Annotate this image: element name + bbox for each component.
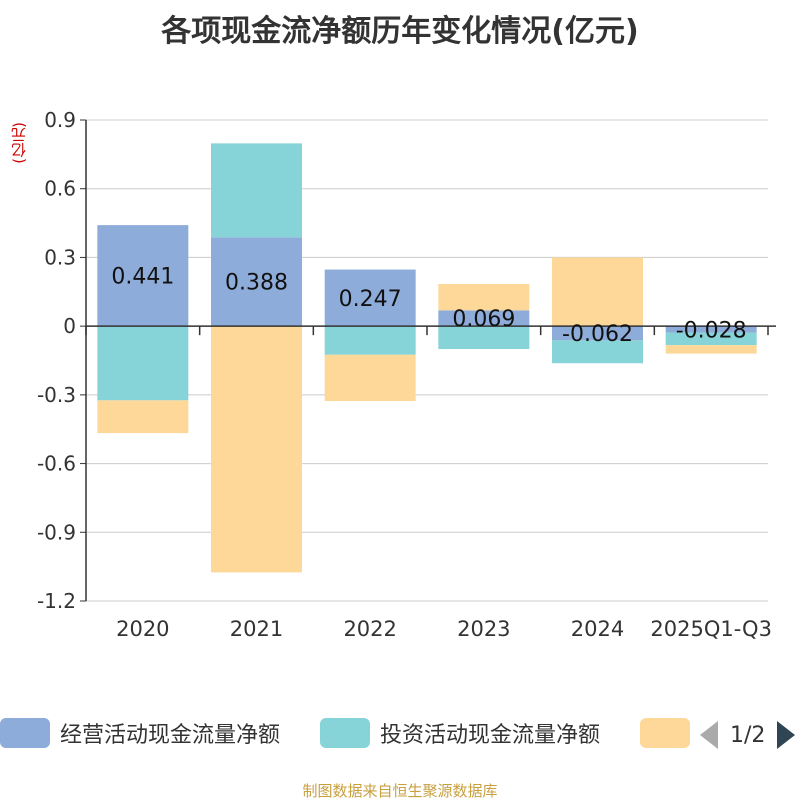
bar-series-0-2021[interactable] [211, 237, 302, 327]
legend-label-investing: 投资活动现金流量净额 [380, 723, 601, 748]
bar-series-0-2025Q1-Q3[interactable] [665, 326, 757, 333]
bar-series-2-2024[interactable] [552, 257, 643, 327]
legend-item-operating[interactable]: 经营活动现金流量净额 [0, 718, 280, 748]
data-label-2022: 0.247 [339, 287, 402, 312]
bar-series-0-2023[interactable] [438, 310, 530, 327]
x-tick-label: 2020 [116, 617, 169, 641]
legend-prev-page-icon[interactable] [700, 721, 718, 749]
bar-series-2-2021[interactable] [211, 326, 302, 573]
legend: 经营活动现金流量净额 投资活动现金流量净额 1/2 [0, 712, 800, 756]
bar-series-1-2023[interactable] [438, 326, 530, 350]
bar-series-2-2025Q1-Q3[interactable] [665, 345, 757, 354]
legend-page-indicator: 1/2 [730, 722, 766, 748]
x-tick-label: 2022 [343, 617, 396, 641]
bar-series-0-2020[interactable] [97, 225, 189, 327]
y-tick-label: -0.9 [37, 520, 76, 544]
y-tick-label: 0.6 [44, 177, 76, 201]
y-tick-label: 0 [63, 314, 76, 338]
x-tick-label: 2021 [230, 617, 283, 641]
legend-item-investing[interactable]: 投资活动现金流量净额 [320, 718, 600, 748]
bar-series-2-2023[interactable] [438, 283, 530, 311]
legend-swatch-financing [640, 718, 690, 748]
bar-series-2-2022[interactable] [324, 354, 416, 402]
x-tick-label: 2025Q1-Q3 [650, 617, 772, 641]
data-label-2024: -0.062 [562, 322, 633, 347]
bar-chart: 0.9 0.6 0.3 0 -0.3 -0.6 -0.9 -1.2 2020 2021 2022 20… [37, 108, 776, 641]
x-tick-label: 2023 [457, 617, 510, 641]
data-label-2021: 0.388 [225, 271, 288, 296]
data-label-2025Q1-Q3: -0.028 [676, 318, 747, 343]
legend-swatch-operating [0, 718, 50, 748]
bar-series-1-2025Q1-Q3[interactable] [665, 332, 757, 346]
axes: 0.9 0.6 0.3 0 -0.3 -0.6 -0.9 -1.2 2020 2021 2022 20… [37, 108, 776, 641]
bars [97, 143, 757, 573]
bar-series-2-2020[interactable] [97, 400, 189, 434]
chart-title: 各项现金流净额历年变化情况(亿元) [161, 14, 639, 49]
legend-pager: 1/2 [700, 720, 796, 750]
data-label-2020: 0.441 [111, 265, 174, 290]
bar-series-1-2024[interactable] [552, 340, 643, 364]
legend-next-page-icon[interactable] [777, 721, 796, 749]
y-tick-label: -0.6 [37, 452, 76, 476]
y-tick-label: -0.3 [37, 383, 76, 407]
legend-label-operating: 经营活动现金流量净额 [60, 723, 281, 748]
legend-swatch-investing [320, 718, 370, 748]
x-tick-label: 2024 [571, 617, 624, 641]
bar-series-0-2022[interactable] [324, 269, 416, 327]
bar-series-1-2020[interactable] [97, 326, 189, 401]
bar-series-1-2021[interactable] [211, 143, 302, 238]
bar-series-0-2024[interactable] [552, 326, 643, 341]
data-labels: 0.441 0.388 0.247 0.069 -0.062 -0.028 [111, 265, 746, 348]
legend-item-financing[interactable] [640, 718, 700, 748]
y-tick-label: 0.3 [44, 245, 76, 269]
data-label-2023: 0.069 [452, 307, 515, 332]
y-tick-label: 0.9 [44, 108, 76, 132]
data-source-note: 制图数据来自恒生聚源数据库 [302, 782, 498, 800]
bar-series-1-2022[interactable] [324, 326, 416, 355]
y-tick-label: -1.2 [37, 589, 76, 613]
